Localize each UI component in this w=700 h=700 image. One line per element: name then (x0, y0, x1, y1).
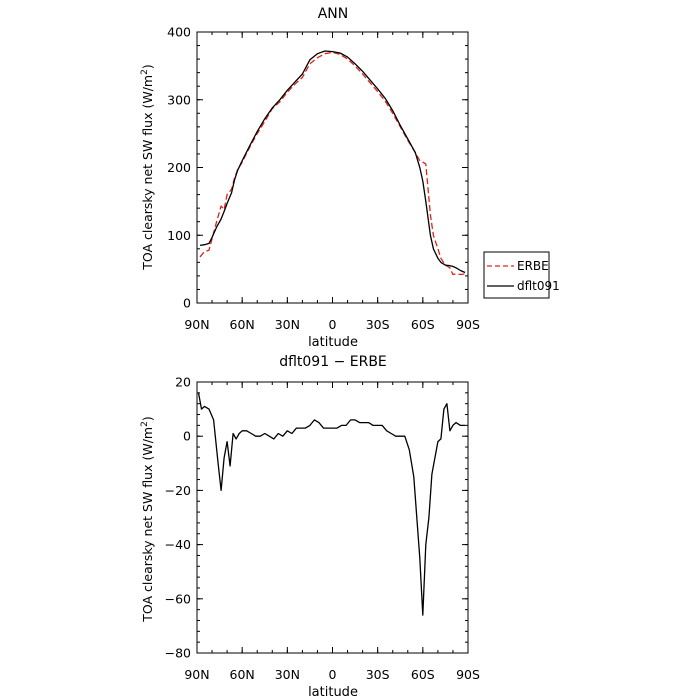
x-tick-label: 0 (329, 667, 337, 682)
x-axis-label: latitude (308, 335, 358, 350)
y-tick-label: 300 (167, 92, 191, 107)
legend: ERBE dflt091 (483, 251, 560, 299)
y-tick-label: −80 (165, 646, 191, 661)
y-tick-label: 0 (183, 296, 191, 311)
y-tick-label: −60 (165, 591, 191, 606)
x-tick-label: 60N (230, 667, 255, 682)
y-axis-label: TOA clearsky net SW flux (W/m2) (140, 64, 155, 270)
series-layer (199, 50, 466, 276)
x-tick-label: 90N (184, 317, 209, 332)
x-axis-label: latitude (308, 685, 358, 700)
x-tick-label: 90S (456, 317, 480, 332)
series-line-erbe (199, 51, 466, 276)
y-tick-label: 20 (175, 375, 191, 390)
chart-title: dflt091 − ERBE (279, 354, 387, 370)
plot-frame (196, 381, 469, 654)
series-line-difference (197, 392, 465, 616)
axes: 90N 60N 30N 0 30S 60S 90S −80 −60 −40 −20 0 20 (165, 375, 480, 683)
y-tick-label: 400 (167, 25, 191, 40)
axes: 90N 60N 30N 0 30S 60S 90S 0 100 200 300 400 (167, 25, 480, 333)
series-layer (197, 392, 465, 616)
legend-label-dflt091: dflt091 (517, 279, 560, 293)
y-axis-label: TOA clearsky net SW flux (W/m2) (140, 416, 155, 622)
y-tick-label: 200 (167, 160, 191, 175)
y-tick-label: −40 (165, 537, 191, 552)
y-tick-label: 100 (167, 228, 191, 243)
x-tick-label: 90S (456, 667, 480, 682)
chart-difference: dflt091 − ERBE 90N 60N 30N 0 30S 60S 90S −80 −60… (140, 354, 480, 700)
legend-box (483, 251, 550, 299)
x-tick-label: 60S (411, 317, 435, 332)
y-tick-label: −20 (165, 483, 191, 498)
chart-title: ANN (318, 6, 349, 22)
x-tick-label: 30N (275, 667, 300, 682)
x-tick-label: 60N (230, 317, 255, 332)
legend-label-erbe: ERBE (517, 259, 549, 273)
x-tick-label: 0 (329, 317, 337, 332)
chart-annual-mean: ANN 90N 60N 30N 0 30S 60S 90S 0 100 200 300 400 lat… (140, 6, 480, 350)
x-tick-label: 60S (411, 667, 435, 682)
plot-frame (196, 31, 469, 304)
x-tick-label: 30S (366, 667, 390, 682)
y-tick-label: 0 (183, 429, 191, 444)
series-line-dflt091 (199, 50, 466, 274)
x-tick-label: 30S (366, 317, 390, 332)
x-tick-label: 30N (275, 317, 300, 332)
x-tick-label: 90N (184, 667, 209, 682)
